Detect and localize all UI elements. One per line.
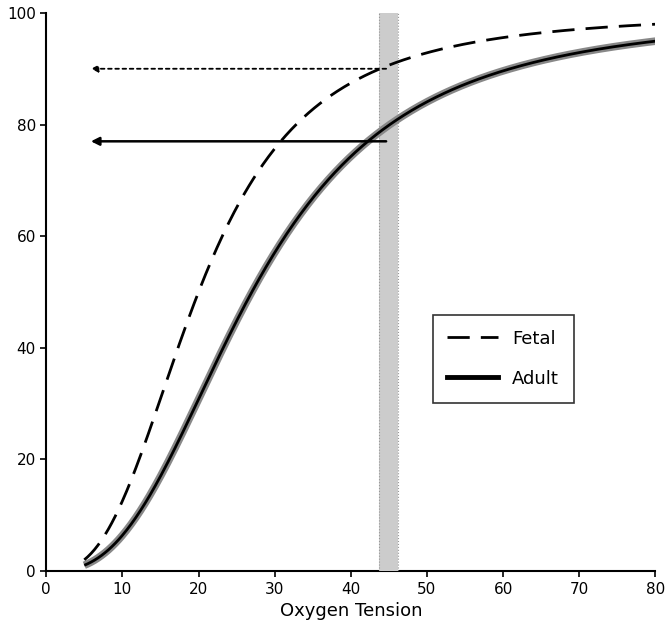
Bar xyxy=(380,13,398,571)
Legend: Fetal, Adult: Fetal, Adult xyxy=(433,315,573,403)
X-axis label: Oxygen Tension: Oxygen Tension xyxy=(280,602,422,620)
